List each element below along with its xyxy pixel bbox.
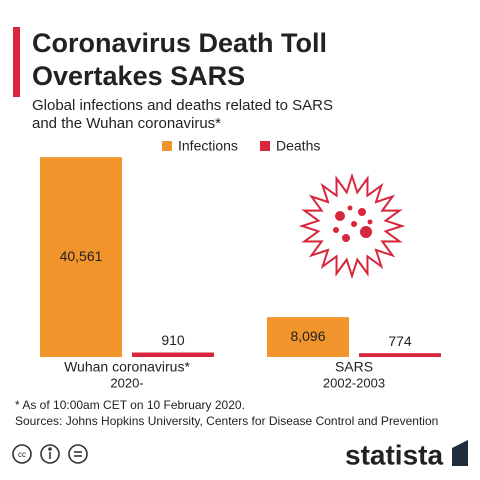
legend-swatch (162, 141, 172, 151)
value-label: 774 (388, 333, 412, 349)
virus-dot (360, 226, 372, 238)
legend-swatch (260, 141, 270, 151)
category-note: 2020- (110, 375, 143, 390)
value-label: 910 (161, 332, 185, 348)
chart-subtitle: Global infections and deaths related to … (32, 97, 333, 114)
chart-subtitle: and the Wuhan coronavirus* (32, 115, 221, 132)
virus-dot (333, 227, 339, 233)
value-label: 40,561 (60, 248, 103, 264)
bar (267, 317, 349, 357)
brand-mark (452, 440, 468, 466)
chart-title: Overtakes SARS (32, 61, 245, 91)
category-label: SARS (335, 359, 373, 375)
category-note: 2002-2003 (323, 375, 385, 390)
chart-title: Coronavirus Death Toll (32, 28, 327, 58)
brand: statista (345, 439, 443, 470)
virus-dot (358, 208, 366, 216)
bar (40, 157, 122, 357)
category-label: Wuhan coronavirus* (64, 359, 190, 375)
legend-label: Infections (178, 138, 238, 154)
virus-outline (298, 172, 406, 280)
bar (132, 352, 214, 357)
virus-icon (298, 172, 406, 280)
value-label: 8,096 (290, 328, 325, 344)
svg-text:cc: cc (18, 450, 26, 459)
virus-dot (367, 219, 373, 225)
virus-dot (351, 221, 357, 227)
footnote: * As of 10:00am CET on 10 February 2020. (15, 398, 245, 412)
virus-dot (335, 211, 345, 221)
virus-dot (342, 234, 350, 242)
virus-dot (347, 205, 353, 211)
source: Sources: Johns Hopkins University, Cente… (15, 414, 438, 428)
bar (359, 353, 441, 357)
license-icons: cc (12, 444, 88, 464)
title-accent (13, 27, 20, 97)
legend-label: Deaths (276, 138, 320, 154)
